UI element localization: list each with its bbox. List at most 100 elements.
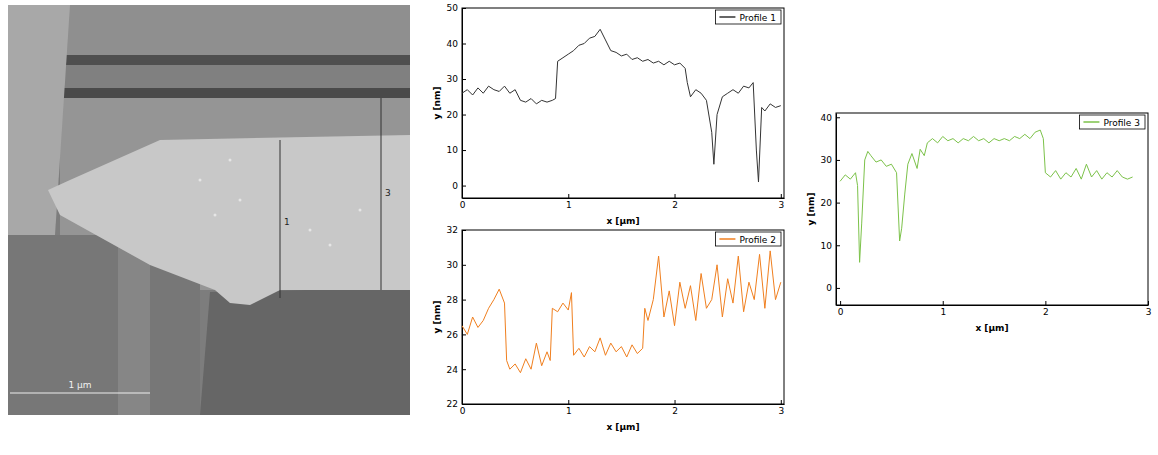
profile-line [381, 98, 382, 290]
x-tick: 3 [778, 194, 784, 210]
x-tick-label: 2 [1043, 307, 1049, 317]
y-tick: 22 [447, 399, 466, 409]
x-tick-mark [781, 400, 782, 404]
y-tick: 50 [447, 3, 466, 13]
x-tick-label: 0 [838, 307, 844, 317]
afm-region [48, 135, 410, 305]
y-tick-mark [462, 369, 466, 370]
y-tick-label: 30 [821, 155, 833, 165]
afm-speck [199, 179, 202, 182]
legend-label: Profile 2 [739, 235, 776, 245]
y-tick-mark [462, 300, 466, 301]
x-tick-mark [568, 194, 569, 198]
y-axis-title: y [nm] [806, 192, 816, 225]
y-tick-label: 28 [447, 295, 459, 305]
plot-frame [462, 8, 784, 198]
x-tick: 3 [1146, 301, 1152, 317]
afm-speck [229, 159, 232, 162]
y-tick: 10 [447, 145, 466, 155]
y-tick-label: 24 [447, 365, 459, 375]
y-tick-mark [462, 334, 466, 335]
x-tick-label: 1 [940, 307, 946, 317]
x-tick-mark [568, 400, 569, 404]
x-tick: 1 [940, 301, 946, 317]
y-tick-label: 10 [821, 241, 833, 251]
x-tick-mark [943, 301, 944, 305]
y-tick: 30 [821, 155, 840, 165]
afm-region [8, 65, 410, 88]
x-tick-mark [675, 194, 676, 198]
y-tick-label: 20 [447, 110, 459, 120]
y-tick: 26 [447, 330, 466, 340]
x-tick-label: 3 [1146, 307, 1152, 317]
y-tick-mark [462, 8, 466, 9]
x-tick-label: 2 [672, 406, 678, 416]
plot-marks [462, 29, 781, 182]
y-axis-title: y [nm] [432, 300, 442, 333]
y-tick-mark [836, 245, 840, 246]
x-tick: 1 [566, 400, 572, 416]
afm-region [8, 55, 410, 65]
legend-label: Profile 1 [739, 13, 776, 23]
x-tick: 0 [838, 301, 844, 317]
y-tick-label: 10 [447, 145, 459, 155]
plot-frame [462, 230, 784, 404]
y-tick-mark [462, 44, 466, 45]
legend-swatch [1083, 121, 1099, 123]
y-tick-mark [462, 79, 466, 80]
chart-panel: 0123010203040x [µm]y [nm]Profile 3 [806, 113, 1151, 333]
x-tick: 1 [566, 194, 572, 210]
x-tick: 3 [778, 400, 784, 416]
plot-marks [462, 251, 781, 373]
y-tick-mark [462, 265, 466, 266]
y-axis-line [462, 231, 463, 405]
plot-frame [836, 113, 1148, 305]
x-tick: 2 [1043, 301, 1049, 317]
x-axis-line [837, 305, 1149, 306]
x-tick-label: 0 [460, 406, 466, 416]
x-tick-mark [1045, 301, 1046, 305]
x-axis-line [463, 198, 785, 199]
x-tick-label: 3 [778, 406, 784, 416]
afm-region [8, 88, 410, 98]
y-tick-mark [462, 115, 466, 116]
x-axis-title: x [µm] [606, 216, 639, 226]
y-tick-mark [836, 117, 840, 118]
x-axis: 0 1 2 3 [460, 194, 785, 210]
y-tick-mark [836, 203, 840, 204]
y-tick: 20 [821, 198, 840, 208]
figure: 131 µm012301020304050x [µm]y [nm]Profile… [0, 0, 1158, 455]
y-tick-mark [836, 288, 840, 289]
y-tick-label: 26 [447, 330, 459, 340]
y-axis: 010203040 [821, 113, 840, 306]
plot-marks [840, 130, 1133, 262]
y-tick-label: 20 [821, 198, 833, 208]
y-tick: 10 [821, 241, 840, 251]
y-tick: 0 [452, 181, 466, 191]
profile-line [462, 251, 781, 373]
x-axis-title: x [µm] [975, 323, 1008, 333]
y-tick-label: 22 [447, 399, 458, 409]
chart-panel: 012301020304050x [µm]y [nm]Profile 1 [432, 3, 785, 226]
scale-bar-label: 1 µm [68, 380, 91, 390]
x-axis-title: x [µm] [606, 422, 639, 432]
scale-bar [10, 393, 150, 394]
afm-speck [309, 229, 312, 232]
legend-box [715, 232, 781, 246]
legend-swatch [719, 16, 735, 18]
x-tick-mark [781, 194, 782, 198]
y-axis-title: y [nm] [432, 86, 442, 119]
afm-speck [359, 209, 362, 212]
y-tick-mark [836, 160, 840, 161]
y-tick-label: 0 [826, 283, 832, 293]
x-tick: 2 [672, 194, 678, 210]
legend: Profile 3 [1079, 115, 1145, 129]
afm-region [8, 5, 410, 415]
y-tick-label: 30 [447, 74, 459, 84]
afm-speck [239, 199, 242, 202]
x-tick-label: 0 [460, 200, 466, 210]
x-tick-mark [840, 301, 841, 305]
legend-box [715, 10, 781, 24]
x-tick-label: 2 [672, 200, 678, 210]
legend: Profile 2 [715, 232, 781, 246]
